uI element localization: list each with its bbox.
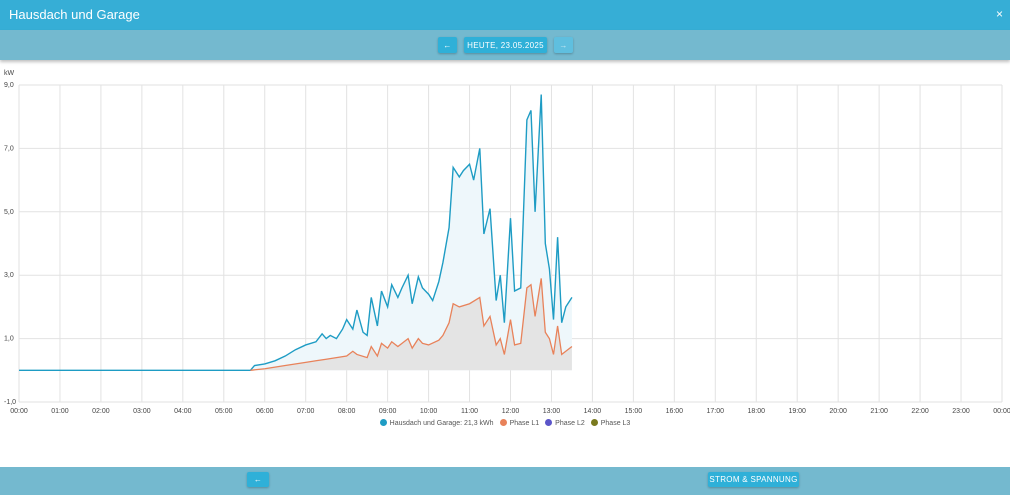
- legend-label: Phase L1: [509, 420, 540, 427]
- x-tick-label: 15:00: [625, 408, 643, 415]
- legend-dot-icon: [545, 419, 553, 426]
- chart-legend: Hausdach und Garage: 21,3 kWh Phase L1 Pha…: [0, 419, 1010, 427]
- chart-axes: 9,0 7,0 5,0 3,0 1,0 -1,0 kW 00:00 01:00 02:00 03:0…: [4, 70, 1010, 415]
- power-chart: 9,0 7,0 5,0 3,0 1,0 -1,0 kW 00:00 01:00 02:00 03:0…: [4, 70, 1010, 415]
- phase-l1-line: [250, 278, 573, 371]
- y-tick-label: 9,0: [4, 82, 14, 89]
- y-axis-label: kW: [4, 70, 15, 77]
- x-tick-label: 07:00: [297, 408, 315, 415]
- legend-phase-l3[interactable]: Phase L3: [590, 419, 631, 427]
- close-icon[interactable]: ×: [995, 7, 1003, 21]
- legend-phase-l1[interactable]: Phase L1: [499, 419, 540, 427]
- x-tick-label: 17:00: [707, 408, 725, 415]
- phase-l1-area: [250, 278, 572, 371]
- x-tick-label: 14:00: [584, 408, 602, 415]
- y-tick-label: 1,0: [4, 336, 14, 343]
- x-tick-label: 03:00: [133, 408, 151, 415]
- arrow-left-icon: ←: [253, 475, 263, 484]
- x-tick-label: 22:00: [911, 408, 929, 415]
- x-tick-label: 16:00: [666, 408, 684, 415]
- x-tick-label: 11:00: [461, 408, 478, 415]
- legend-label: Phase L3: [600, 420, 631, 427]
- x-tick-label: 00:00: [10, 408, 28, 415]
- window-titlebar: Hausdach und Garage ×: [0, 0, 1010, 30]
- chart-lines: [19, 94, 573, 371]
- y-tick-label: 5,0: [4, 209, 14, 216]
- arrow-right-icon: →: [559, 40, 568, 50]
- legend-total[interactable]: Hausdach und Garage: 21,3 kWh: [379, 419, 494, 427]
- x-tick-label: 09:00: [379, 408, 397, 415]
- x-tick-label: 21:00: [870, 408, 888, 415]
- x-tick-label: 00:00: [993, 408, 1010, 415]
- x-tick-label: 08:00: [338, 408, 356, 415]
- strom-spannung-label: STROM & SPANNUNG: [709, 475, 798, 484]
- legend-label: Hausdach und Garage: 21,3 kWh: [389, 420, 494, 427]
- x-tick-label: 23:00: [952, 408, 970, 415]
- x-tick-label: 06:00: [256, 408, 274, 415]
- legend-label: Phase L2: [555, 420, 585, 427]
- legend-dot-icon: [499, 419, 507, 426]
- x-tick-label: 19:00: [788, 408, 806, 415]
- back-button[interactable]: ←: [247, 472, 269, 487]
- next-day-button[interactable]: →: [554, 37, 573, 53]
- window-title: Hausdach und Garage: [9, 7, 140, 22]
- x-tick-label: 05:00: [215, 408, 233, 415]
- x-tick-label: 18:00: [747, 408, 765, 415]
- x-tick-label: 13:00: [543, 408, 561, 415]
- arrow-left-icon: ←: [443, 40, 452, 50]
- total-area: [19, 94, 572, 371]
- strom-spannung-button[interactable]: STROM & SPANNUNG: [708, 472, 799, 487]
- y-tick-label: 7,0: [4, 145, 14, 152]
- legend-phase-l2[interactable]: Phase L2: [545, 419, 585, 427]
- x-tick-label: 10:00: [420, 408, 438, 415]
- legend-dot-icon: [379, 419, 387, 426]
- footer-bar: ← STROM & SPANNUNG: [0, 467, 1010, 495]
- y-tick-label: 3,0: [4, 272, 14, 279]
- date-navigation-bar: ← HEUTE, 23.05.2025 →: [0, 30, 1010, 60]
- x-tick-label: 01:00: [51, 408, 69, 415]
- y-tick-label: -1,0: [4, 399, 16, 406]
- chart-areas: [19, 94, 572, 371]
- x-tick-label: 04:00: [174, 408, 192, 415]
- date-label: HEUTE, 23.05.2025: [467, 40, 544, 50]
- legend-dot-icon: [590, 419, 598, 426]
- date-picker-button[interactable]: HEUTE, 23.05.2025: [464, 37, 547, 53]
- total-power-line: [19, 94, 573, 371]
- prev-day-button[interactable]: ←: [438, 37, 457, 53]
- x-tick-label: 12:00: [502, 408, 520, 415]
- x-tick-label: 20:00: [829, 408, 847, 415]
- x-tick-label: 02:00: [92, 408, 110, 415]
